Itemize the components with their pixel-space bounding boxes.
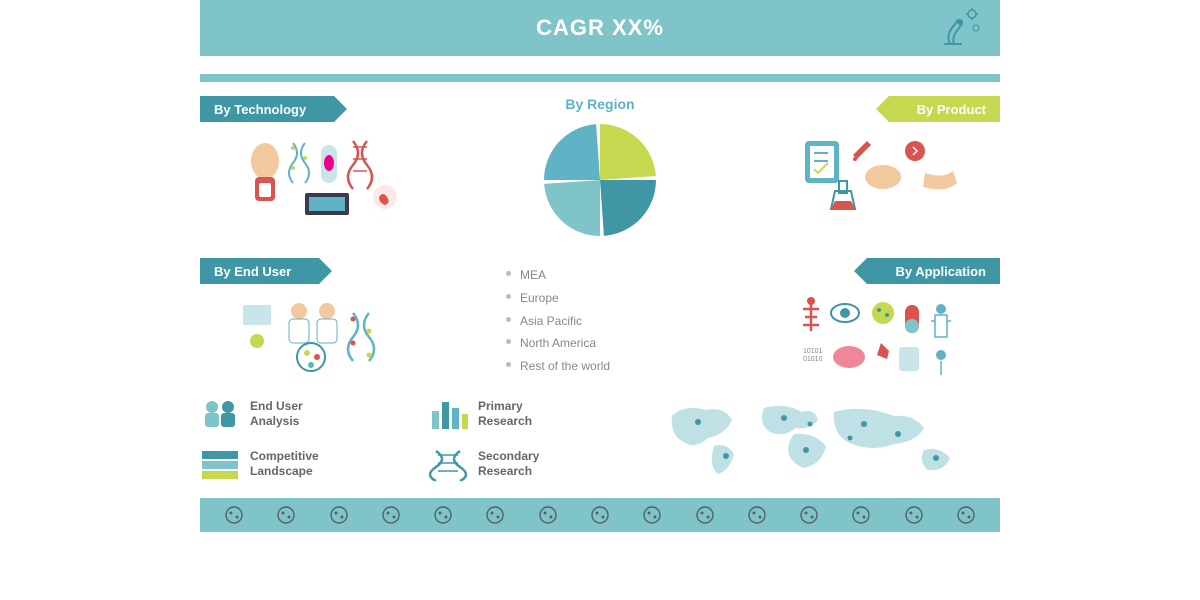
footer-mini-icon: [534, 501, 562, 529]
footer-mini-icon: [429, 501, 457, 529]
people-icon: [200, 397, 240, 431]
info-item: PrimaryResearch: [428, 394, 638, 434]
header-banner: CAGR XX%: [200, 0, 1000, 56]
world-map-icon: [654, 394, 1000, 484]
product-graphic: [760, 130, 1000, 222]
footer-mini-icon: [900, 501, 928, 529]
col-region: By Region: [470, 96, 730, 250]
region-item: MEA: [506, 264, 730, 287]
footer-mini-icon: [272, 501, 300, 529]
header-title: CAGR XX%: [536, 15, 664, 41]
footer-mini-icon: [847, 501, 875, 529]
layers-icon: [200, 447, 240, 481]
row-mid: By End User MEAEuro: [200, 258, 1000, 384]
region-item: Asia Pacific: [506, 310, 730, 333]
footer-mini-icon: [691, 501, 719, 529]
footer-icon-band: [200, 498, 1000, 532]
ribbon-enduser: By End User: [200, 258, 319, 284]
footer-mini-icon: [638, 501, 666, 529]
footer-mini-icon: [481, 501, 509, 529]
footer-mini-icon: [586, 501, 614, 529]
footer-mini-icon: [220, 501, 248, 529]
footer-mini-icon: [952, 501, 980, 529]
application-graphic: 10101 01010: [760, 292, 1000, 384]
technology-graphic: [200, 130, 440, 222]
label-region: By Region: [470, 96, 730, 112]
info-label: CompetitiveLandscape: [250, 449, 319, 479]
pie-chart: [470, 118, 730, 242]
row-top: By Technology: [200, 96, 1000, 250]
svg-text:01010: 01010: [803, 356, 823, 363]
ribbon-application: By Application: [867, 258, 1000, 284]
ribbon-technology: By Technology: [200, 96, 334, 122]
info-label: SecondaryResearch: [478, 449, 539, 479]
region-item: Rest of the world: [506, 355, 730, 378]
col-technology: By Technology: [200, 96, 440, 222]
info-label: PrimaryResearch: [478, 399, 532, 429]
ribbon-product: By Product: [889, 96, 1000, 122]
svg-text:10101: 10101: [803, 348, 823, 355]
info-item: SecondaryResearch: [428, 444, 638, 484]
col-application: By Application 10101 01010: [760, 258, 1000, 384]
region-item: North America: [506, 332, 730, 355]
footer-mini-icon: [743, 501, 771, 529]
main-content: By Technology: [200, 96, 1000, 384]
info-grid: End UserAnalysis PrimaryResearch Competiti…: [200, 394, 638, 484]
dna-icon: [428, 447, 468, 481]
enduser-graphic: [200, 292, 440, 384]
footer-mini-icon: [795, 501, 823, 529]
info-item: End UserAnalysis: [200, 394, 410, 434]
info-label: End UserAnalysis: [250, 399, 303, 429]
microscope-gear-icon: [936, 6, 980, 50]
col-region-list: MEAEuropeAsia PacificNorth AmericaRest o…: [470, 258, 730, 378]
bottom-section: End UserAnalysis PrimaryResearch Competiti…: [200, 394, 1000, 484]
footer-mini-icon: [377, 501, 405, 529]
bars-icon: [428, 397, 468, 431]
divider-bar: [200, 74, 1000, 82]
col-enduser: By End User: [200, 258, 440, 384]
footer-mini-icon: [325, 501, 353, 529]
info-item: CompetitiveLandscape: [200, 444, 410, 484]
region-item: Europe: [506, 287, 730, 310]
region-list: MEAEuropeAsia PacificNorth AmericaRest o…: [470, 264, 730, 378]
col-product: By Product: [760, 96, 1000, 222]
